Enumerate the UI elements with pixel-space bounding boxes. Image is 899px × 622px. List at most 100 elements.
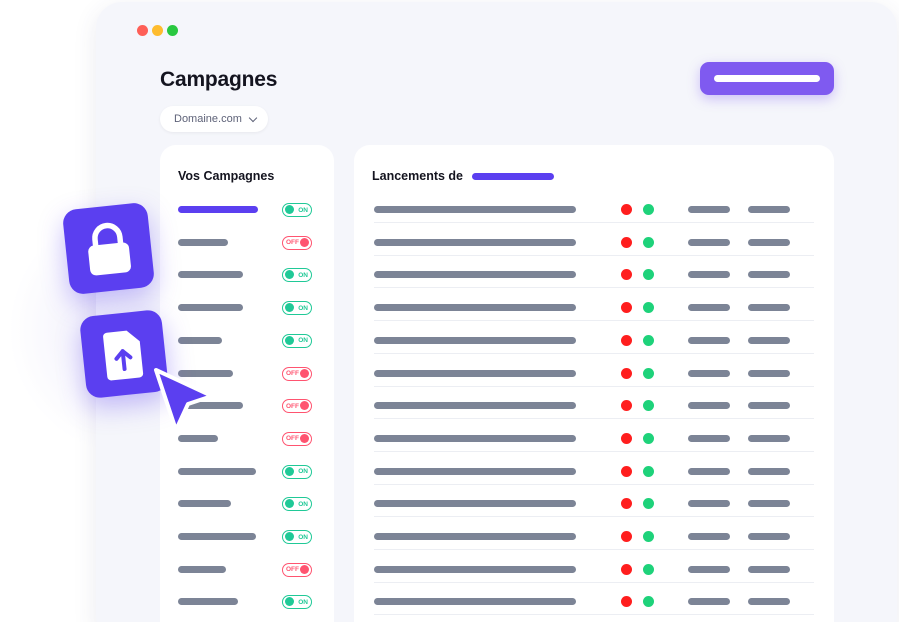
campaign-toggle[interactable]: OFF [282, 399, 312, 414]
campaign-toggle[interactable]: ON [282, 333, 312, 348]
campaign-toggle[interactable]: OFF [282, 366, 312, 381]
chevron-down-icon [248, 113, 258, 122]
launch-row[interactable] [354, 492, 834, 525]
launch-metric-placeholder [748, 565, 790, 573]
launch-row[interactable] [354, 263, 834, 296]
launch-row[interactable] [354, 231, 834, 264]
campaign-row[interactable]: OFF [160, 427, 334, 451]
domain-select[interactable]: Domaine.com [160, 106, 268, 132]
launch-metric-placeholder [688, 369, 730, 377]
toggle-knob [300, 368, 309, 378]
campaign-row[interactable]: ON [160, 590, 334, 614]
launch-name-placeholder [374, 598, 576, 606]
row-divider [374, 320, 814, 322]
campaign-name-placeholder [178, 434, 218, 442]
window-minimize-dot[interactable] [152, 25, 163, 36]
row-divider [374, 418, 814, 420]
status-success-dot [643, 367, 654, 379]
launch-row[interactable] [354, 198, 834, 231]
launch-metric-placeholder [688, 598, 730, 606]
launch-name-placeholder [374, 238, 576, 246]
launch-name-placeholder [374, 565, 576, 573]
status-success-dot [643, 236, 654, 248]
campaign-name-placeholder [178, 238, 228, 246]
row-divider [374, 254, 814, 256]
toggle-label: ON [298, 533, 308, 541]
toggle-knob [285, 270, 294, 280]
toggle-label: ON [298, 304, 308, 312]
campaign-row[interactable]: ON [160, 263, 334, 287]
toggle-knob [300, 433, 309, 443]
campaign-row[interactable]: ON [160, 329, 334, 353]
campaign-toggle[interactable]: ON [282, 530, 312, 544]
campaign-row[interactable]: ON [160, 460, 334, 484]
campaign-row[interactable]: OFF [160, 394, 334, 418]
campaign-toggle[interactable]: ON [282, 595, 312, 610]
status-success-dot [643, 563, 654, 575]
status-error-dot [621, 531, 632, 542]
launch-metric-placeholder [748, 336, 790, 344]
toggle-knob [285, 532, 294, 541]
campaign-row[interactable]: ON [160, 198, 334, 222]
campaign-row[interactable]: OFF [160, 362, 334, 386]
launch-name-placeholder [374, 434, 576, 442]
launch-metric-placeholder [748, 206, 790, 213]
campaign-toggle[interactable]: ON [282, 268, 312, 283]
window-maximize-dot[interactable] [167, 25, 178, 36]
file-upload-badge [78, 308, 170, 400]
campaign-name-placeholder [178, 565, 226, 573]
launch-metric-placeholder [748, 304, 790, 312]
status-error-dot [621, 334, 632, 346]
toggle-label: OFF [286, 435, 299, 443]
launch-row[interactable] [354, 590, 834, 622]
launch-row[interactable] [354, 525, 834, 558]
campaign-row[interactable]: ON [160, 492, 334, 516]
launch-name-placeholder [374, 369, 576, 377]
campaigns-panel: Vos Campagnes ON OFF ON ON ON OFF OFF OFF ON ON ON… [160, 145, 334, 622]
toggle-knob [300, 564, 309, 574]
launch-metric-placeholder [688, 565, 730, 573]
status-error-dot [621, 236, 632, 248]
launch-metric-placeholder [688, 500, 730, 508]
campaign-name-placeholder [178, 304, 243, 312]
campaign-row[interactable]: OFF [160, 231, 334, 255]
campaign-toggle[interactable]: ON [282, 464, 312, 479]
campaign-toggle[interactable]: OFF [282, 431, 312, 446]
toggle-knob [285, 205, 294, 214]
campaign-row[interactable]: OFF [160, 558, 334, 582]
launch-row[interactable] [354, 427, 834, 460]
campaign-toggle[interactable]: ON [282, 301, 312, 316]
launches-title-placeholder [472, 173, 554, 180]
launch-row[interactable] [354, 362, 834, 395]
domain-select-value: Domaine.com [174, 113, 242, 125]
launch-metric-placeholder [748, 402, 790, 410]
button-label-placeholder [714, 75, 820, 82]
row-divider [374, 614, 814, 616]
campaign-row[interactable]: ON [160, 525, 334, 549]
launch-row[interactable] [354, 394, 834, 427]
campaign-row[interactable]: ON [160, 296, 334, 320]
status-success-dot [643, 432, 654, 444]
status-error-dot [621, 596, 632, 608]
toggle-label: ON [298, 500, 308, 508]
status-error-dot [621, 465, 632, 477]
launch-row[interactable] [354, 460, 834, 493]
status-error-dot [621, 269, 632, 281]
primary-action-button[interactable] [700, 62, 834, 95]
lock-badge [61, 201, 156, 296]
toggle-knob [300, 401, 309, 411]
campaign-toggle[interactable]: ON [282, 497, 312, 512]
launch-name-placeholder [374, 336, 576, 344]
launch-row[interactable] [354, 558, 834, 591]
toggle-label: OFF [286, 239, 299, 247]
window-close-dot[interactable] [137, 25, 148, 36]
campaign-toggle[interactable]: OFF [282, 562, 312, 577]
launch-metric-placeholder [748, 434, 790, 442]
launch-name-placeholder [374, 533, 576, 540]
campaign-toggle[interactable]: OFF [282, 235, 312, 250]
launch-row[interactable] [354, 329, 834, 362]
row-divider [374, 516, 814, 518]
campaign-name-placeholder [178, 271, 243, 279]
campaign-toggle[interactable]: ON [282, 203, 312, 217]
launch-row[interactable] [354, 296, 834, 329]
